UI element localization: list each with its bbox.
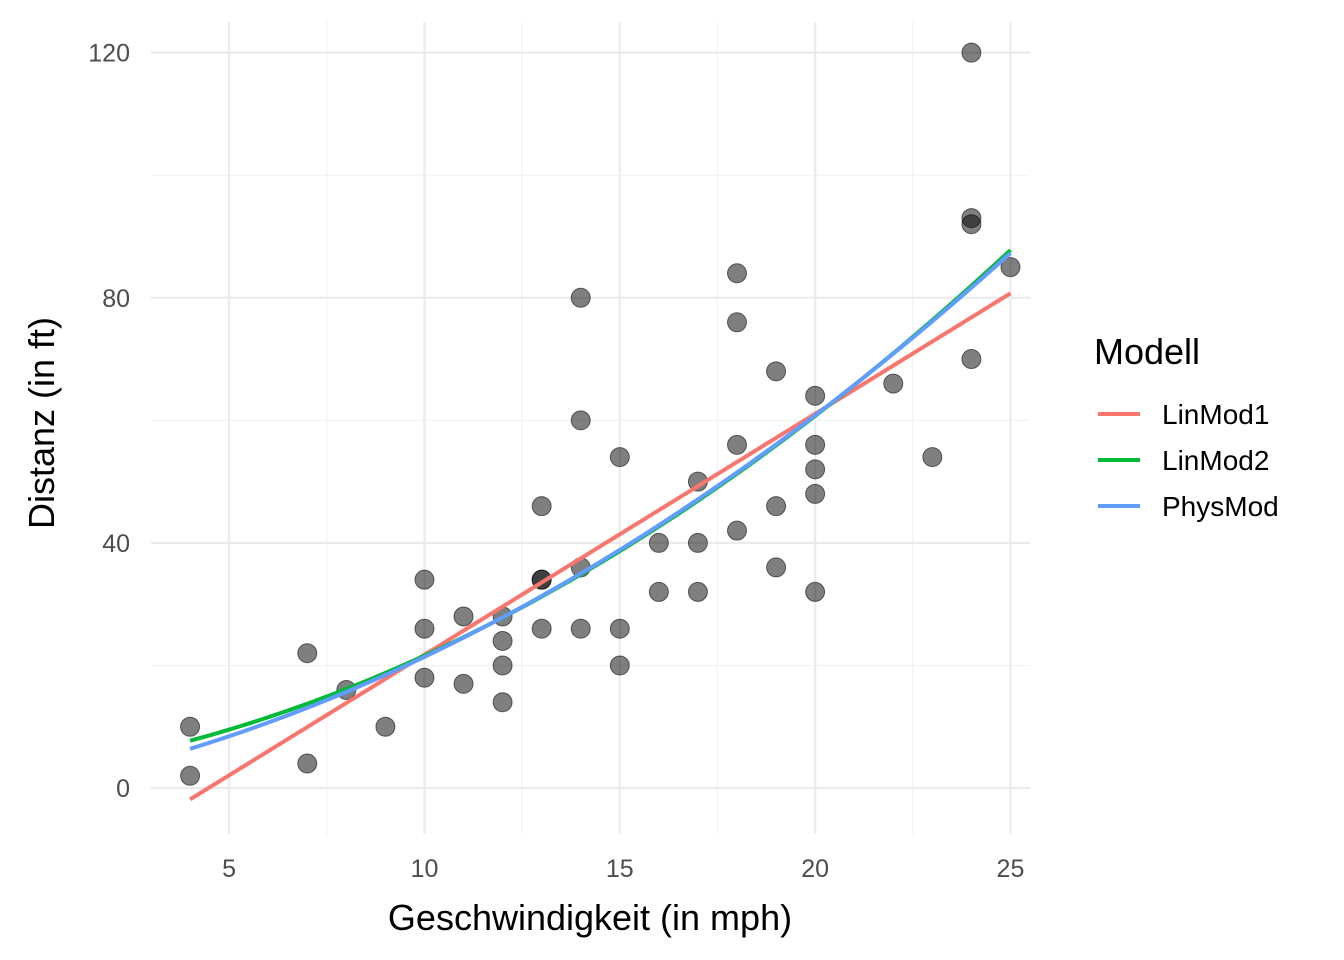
fit-line-linmod2 (189, 248, 1012, 743)
data-point (180, 716, 201, 737)
data-point (414, 569, 435, 590)
y-tick-labels: 0 40 80 120 (88, 40, 130, 803)
x-tick-label: 25 (997, 855, 1025, 883)
data-point (570, 618, 591, 639)
data-point (766, 361, 787, 382)
legend-label-linmod2: LinMod2 (1162, 445, 1269, 476)
data-point (414, 667, 435, 688)
data-point (609, 655, 630, 676)
data-point (375, 716, 396, 737)
data-point (570, 410, 591, 431)
data-point (648, 532, 669, 553)
y-axis-title: Distanz (in ft) (21, 317, 62, 529)
data-point (297, 643, 318, 664)
data-point (727, 520, 747, 541)
data-point (883, 373, 904, 394)
legend: Modell LinMod1 LinMod2 PhysMod (1094, 331, 1279, 522)
x-tick-label: 15 (606, 855, 634, 883)
fit-lines (189, 248, 1012, 802)
data-point (766, 496, 787, 517)
data-point (805, 581, 826, 602)
data-point (961, 42, 982, 63)
data-point (453, 606, 474, 627)
fit-line-linmod1 (189, 291, 1012, 802)
data-point (805, 459, 826, 480)
data-point (648, 581, 669, 602)
legend-title: Modell (1094, 331, 1200, 372)
legend-label-linmod1: LinMod1 (1162, 399, 1269, 430)
data-point (609, 618, 630, 639)
legend-items: LinMod1 LinMod2 PhysMod (1098, 399, 1279, 522)
grid-major (151, 22, 1030, 834)
data-point (805, 434, 826, 455)
x-tick-label: 20 (801, 855, 829, 883)
data-point (531, 618, 552, 639)
data-point (453, 673, 474, 694)
x-tick-label: 5 (222, 855, 236, 883)
data-point (961, 208, 982, 229)
data-point (687, 581, 708, 602)
data-point (922, 447, 943, 468)
x-tick-label: 10 (411, 855, 439, 883)
data-point (961, 349, 982, 370)
data-point (766, 557, 787, 578)
data-point (297, 753, 318, 774)
fit-line-physmod (189, 251, 1012, 751)
x-axis-title: Geschwindigkeit (in mph) (388, 897, 792, 938)
data-point (805, 385, 826, 406)
data-point (531, 496, 552, 517)
data-point (609, 447, 630, 468)
y-tick-label: 80 (102, 285, 130, 313)
data-point (687, 532, 708, 553)
data-point (492, 692, 513, 713)
data-point (414, 618, 435, 639)
x-tick-labels: 5 10 15 20 25 (222, 855, 1024, 883)
data-point (727, 434, 747, 455)
data-point (805, 483, 826, 504)
legend-label-physmod: PhysMod (1162, 491, 1279, 522)
data-point (570, 287, 591, 308)
data-point (1000, 257, 1021, 278)
y-tick-label: 120 (88, 40, 130, 68)
scatter-points (180, 42, 1021, 786)
data-point (492, 655, 513, 676)
y-tick-label: 0 (116, 775, 130, 803)
data-point (727, 263, 747, 284)
data-point (727, 312, 747, 333)
data-point (492, 630, 513, 651)
y-tick-label: 40 (102, 530, 130, 558)
data-point (180, 765, 201, 786)
